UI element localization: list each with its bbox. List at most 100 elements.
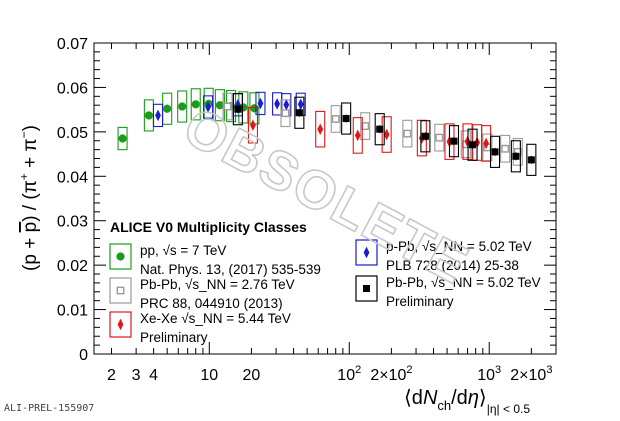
data-point (223, 102, 232, 111)
legend-marker (362, 284, 370, 292)
data-point (527, 156, 535, 164)
sys-error-box (360, 112, 371, 140)
x-title-part: ⟨d (404, 387, 423, 409)
legend-title: ALICE V0 Multiplicity Classes (110, 219, 307, 235)
legend-label-line1: p-Pb, √s_NN = 5.02 TeV (386, 239, 532, 254)
data-point (257, 97, 264, 110)
frame-layer (93, 42, 557, 355)
legend-label-line1: Pb-Pb, √s_NN = 2.76 TeV (140, 277, 295, 292)
legend-label-line1: pp, √s = 7 TeV (140, 243, 226, 258)
legend-entry-pbpb276: Pb-Pb, √s_NN = 2.76 TeV PRC 88, 044910 (2… (109, 277, 295, 311)
sys-error-box (448, 125, 460, 158)
data-point (376, 125, 384, 133)
sys-error-box (232, 93, 243, 126)
legend-label-line2: Nat. Phys. 13, (2017) 535-539 (140, 262, 321, 277)
sys-error-box (512, 137, 523, 166)
series-pbpb502 (232, 93, 537, 176)
legend-label-line2: PRC 88, 044910 (2013) (140, 296, 283, 311)
sys-error-box (294, 96, 305, 129)
y-title-sup: + (17, 173, 31, 180)
sys-error-box (117, 126, 128, 151)
data-point (403, 129, 412, 138)
sys-error-box (190, 88, 201, 121)
data-point (491, 148, 499, 156)
sys-error-box (374, 113, 385, 146)
y-title-part: ) (20, 125, 41, 131)
sys-error-box (434, 123, 445, 152)
x-title-part: /d (451, 387, 468, 409)
data-point (483, 137, 489, 150)
sys-error-box (177, 90, 188, 123)
x-tick-label: 2×102 (370, 364, 412, 384)
x-tick-label-base: 10 (477, 367, 495, 384)
data-point (383, 128, 390, 141)
sys-error-box (315, 110, 326, 148)
sys-error-box (402, 119, 413, 148)
data-point (297, 98, 304, 111)
data-point (155, 109, 161, 122)
legend-marker (116, 286, 125, 295)
data-point (361, 122, 370, 130)
legend-label-line2: PLB 728 (2014) 25-38 (386, 258, 519, 273)
y-title-sup: − (17, 131, 31, 138)
x-axis-title: ⟨dNch/dη⟩|η| < 0.5 (404, 387, 530, 416)
data-point (281, 109, 290, 118)
y-title-part: (p + (20, 232, 41, 271)
data-point (295, 109, 303, 117)
sys-error-box (255, 91, 266, 116)
x-tick-label-base: 20 (243, 367, 261, 384)
data-point (450, 137, 458, 145)
x-title-N: N (423, 387, 438, 409)
x-tick-label-base: 2 (107, 367, 116, 384)
data-point (163, 104, 172, 113)
x-title-part: ⟩ (479, 387, 487, 409)
legend-marker (363, 246, 370, 259)
data-point (250, 119, 256, 131)
sys-error-box (203, 87, 214, 120)
sys-error-box (203, 95, 214, 119)
legend-label-line1: Pb-Pb, √s_NN = 5.02 TeV (386, 275, 541, 290)
series-pp (117, 87, 260, 151)
legend-swatch-box (109, 243, 132, 270)
x-tick-label: 2 (107, 367, 116, 384)
legend-label-line2: Preliminary (386, 294, 454, 309)
legend-entry-pbpb502: Pb-Pb, √s_NN = 5.02 TeV Preliminary (355, 275, 541, 309)
data-point (354, 129, 361, 142)
y-tick-label: 0.03 (57, 214, 88, 231)
y-tick-label: 0 (79, 347, 88, 364)
data-point (512, 152, 520, 160)
x-tick-label-exp: 3 (495, 364, 501, 376)
y-axis-title: (p + p) / (π+ + π−) (17, 125, 41, 271)
x-tick-label-base: 10 (200, 367, 218, 384)
legend-entry-ppb: p-Pb, √s_NN = 5.02 TeV PLB 728 (2014) 25-… (355, 239, 532, 273)
x-tick-label-base: 10 (337, 367, 355, 384)
legend-swatch-box (109, 277, 132, 304)
data-point (469, 141, 477, 149)
y-tick-label: 0.01 (57, 303, 88, 320)
data-point (178, 102, 187, 111)
y-tick-label: 0.02 (57, 258, 88, 275)
data-point (435, 133, 444, 142)
legend-swatch-box (355, 239, 378, 266)
y-title-part: + π (20, 138, 41, 173)
x-tick-label-base: 4 (149, 367, 158, 384)
data-point (144, 111, 153, 120)
sys-error-box (280, 99, 291, 128)
x-tick-label: 20 (243, 367, 261, 384)
data-point (317, 123, 324, 135)
data-point (234, 105, 242, 113)
sys-error-box (222, 92, 233, 121)
sys-error-box (467, 128, 478, 161)
sys-error-box (489, 135, 501, 168)
sys-error-box (500, 134, 511, 163)
x-tick-label: 2×103 (510, 364, 552, 384)
x-title-eta: η (468, 387, 479, 409)
x-title-range: |η| < 0.5 (487, 402, 531, 416)
x-tick-label-base: 2×10 (370, 367, 406, 384)
sys-error-box (420, 120, 431, 153)
data-point (421, 132, 429, 140)
legend-swatch-box (355, 275, 378, 302)
legend-marker (117, 318, 124, 331)
x-tick-label: 4 (149, 367, 158, 384)
